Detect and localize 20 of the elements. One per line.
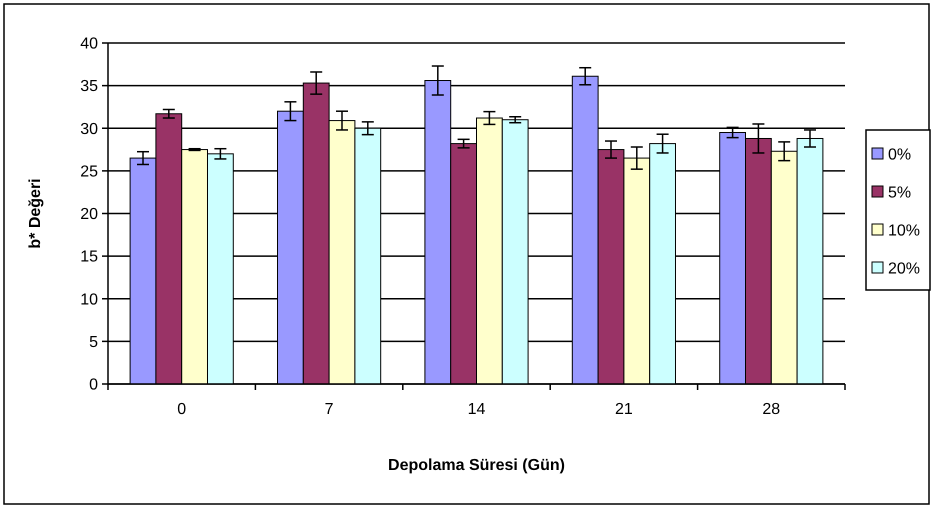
x-tick-label: 14 [468,401,486,418]
y-tick-label: 5 [89,334,98,351]
legend-label: 20% [888,260,920,278]
y-tick-label: 30 [80,120,98,138]
y-tick-label: 40 [80,36,98,53]
y-tick-label: 20 [80,206,98,224]
x-tick-label: 21 [615,401,633,418]
y-tick-label: 0 [89,376,98,394]
x-tick-label: 28 [762,401,780,418]
y-tick-label: 10 [80,291,98,308]
y-tick-label: 15 [80,248,98,266]
legend-label: 0% [888,146,912,164]
legend-label: 10% [888,222,920,240]
legend-label: 5% [888,184,912,202]
y-tick-label: 35 [80,78,98,96]
x-tick-label: 7 [324,401,334,418]
y-axis-title: b* Değeri [27,178,44,249]
x-axis-title: Depolama Süresi (Gün) [388,457,565,474]
x-tick-label: 0 [177,401,186,418]
y-tick-label: 25 [80,163,98,180]
